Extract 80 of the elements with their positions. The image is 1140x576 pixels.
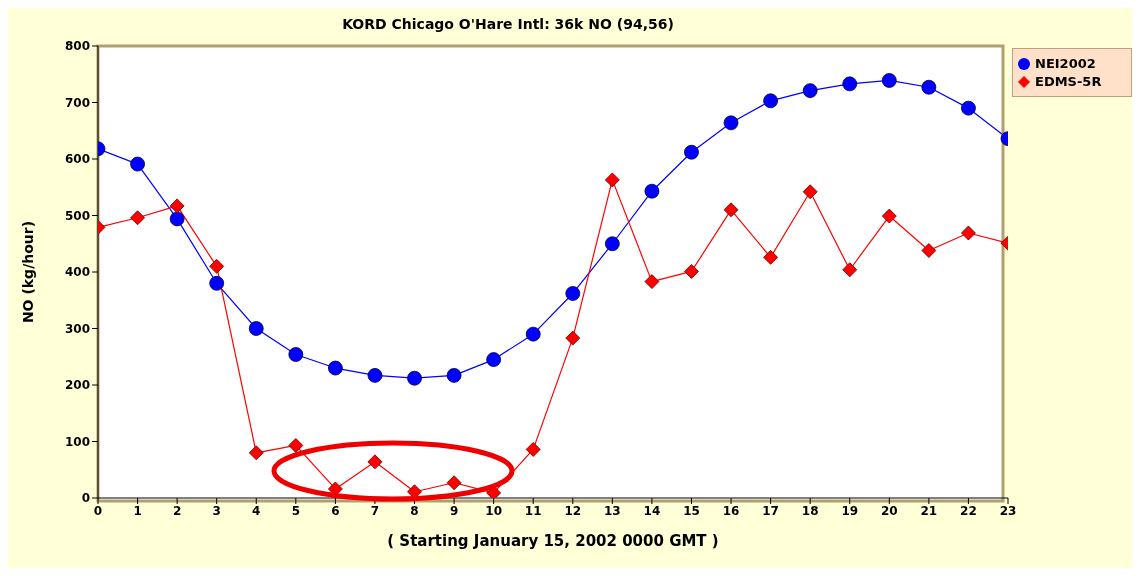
point [842,262,858,278]
point [367,368,383,383]
point [169,198,185,214]
point [723,115,739,131]
x-tick-label: 22 [960,503,977,518]
x-tick-label: 6 [331,503,340,518]
point [367,454,383,470]
point [763,93,779,109]
x-tick-label: 21 [920,503,938,518]
point [961,100,976,116]
point [684,264,699,279]
point [802,83,818,99]
point [565,330,581,346]
x-tick-label: 9 [449,503,459,518]
x-tick-label: 4 [252,503,261,518]
x-tick-label: 12 [564,503,582,518]
x-tick-label: 11 [524,503,542,518]
point [684,144,699,160]
x-tick-label: 7 [370,503,380,518]
x-tick-label: 23 [999,503,1017,518]
x-tick-label: 16 [722,503,740,518]
point [130,156,145,172]
y-tick-label: 700 [64,95,90,110]
x-tick-label: 0 [93,503,103,518]
point [288,438,304,453]
x-tick-label: 18 [801,503,819,518]
y-tick-label: 300 [64,321,90,336]
legend-label: EDMS-5R [1035,74,1102,89]
point [881,73,897,88]
point [248,445,264,461]
point [407,370,422,386]
point [130,210,145,226]
point [525,442,541,457]
point [763,249,779,265]
point [961,225,976,241]
x-tick-label: 13 [604,503,621,518]
point [921,79,937,95]
y-tick-label: 500 [64,208,90,223]
x-tick-label: 3 [212,503,221,518]
point [921,243,937,258]
x-tick-label: 8 [410,503,419,518]
legend-label: NEI2002 [1035,56,1096,71]
y-tick-label: 100 [64,434,90,449]
point [446,368,462,383]
point [327,360,343,376]
y-tick-label: 600 [64,152,90,167]
y-tick-label: 0 [81,491,90,506]
y-axis-title: NO (kg/hour) [19,220,36,324]
point [604,236,620,252]
x-tick-label: 2 [172,503,182,518]
point [525,326,541,342]
y-tick-label: 400 [64,265,90,280]
x-tick-label: 10 [485,503,502,518]
x-tick-label: 19 [841,503,859,518]
chart-title: KORD Chicago O'Hare Intl: 36k NO (94,56) [341,16,675,32]
x-tick-label: 14 [643,503,661,518]
point [644,274,660,290]
point [565,286,581,301]
point [723,202,739,218]
point [446,475,462,491]
x-tick-label: 15 [683,503,700,518]
point [209,275,225,291]
x-tick-label: 17 [762,503,779,518]
point [604,172,620,188]
y-tick-label: 800 [64,39,90,54]
x-tick-label: 20 [880,503,898,518]
point [486,352,502,367]
point [248,321,264,336]
point [169,211,185,227]
point [644,183,660,199]
y-tick-label: 200 [64,378,90,393]
point [288,347,304,362]
x-tick-label: 1 [133,503,142,518]
point [842,76,858,92]
point [209,258,225,274]
point [881,208,897,224]
x-axis-title: ( Starting January 15, 2002 0000 GMT ) [387,532,719,550]
x-tick-label: 5 [291,503,301,518]
point [407,484,422,498]
point [802,184,818,200]
